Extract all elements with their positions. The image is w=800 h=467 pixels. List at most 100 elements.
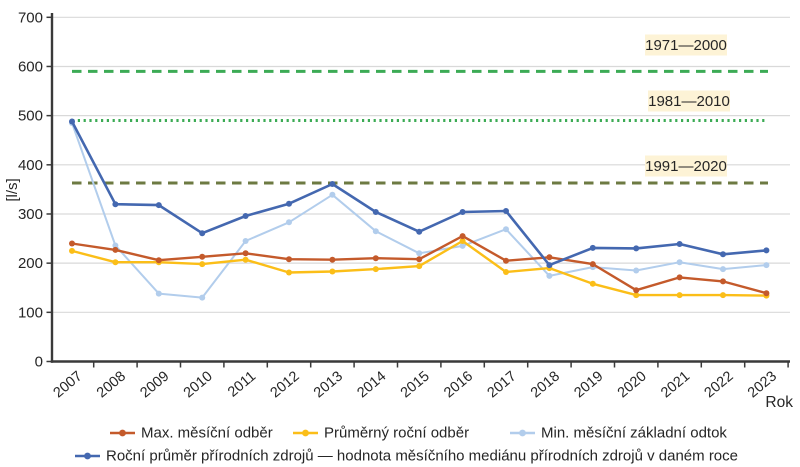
data-point-min-mesicni-zakladni-odtok: [546, 272, 553, 279]
data-point-max-mesicni-odber: [372, 255, 379, 262]
data-point-prumerny-rocni-odber: [329, 268, 336, 275]
data-point-rocni-prumer-prirodnich-zdroju: [589, 244, 596, 251]
data-point-max-mesicni-odber: [763, 290, 770, 297]
y-tick-label: 500: [18, 108, 43, 125]
data-point-prumerny-rocni-odber: [199, 261, 206, 268]
data-point-prumerny-rocni-odber: [459, 238, 466, 244]
legend-label: Min. měsíční základní odtok: [541, 425, 727, 442]
x-tick-label: 2020: [615, 368, 650, 401]
ref-1981-2010-label-bg: [648, 90, 730, 112]
series-line-rocni-prumer-prirodnich-zdroju: [70, 120, 767, 267]
y-tick-label: 200: [18, 255, 43, 272]
series-rocni-prumer-prirodnich-zdroju: [69, 118, 770, 269]
y-tick-label: 300: [18, 206, 43, 223]
data-point-prumerny-rocni-odber: [286, 269, 292, 276]
axes: [46, 13, 790, 368]
data-point-min-mesicni-zakladni-odtok: [676, 259, 683, 266]
series-min-mesicni-zakladni-odtok: [69, 120, 770, 301]
x-tick-label: 2009: [137, 368, 172, 401]
data-point-min-mesicni-zakladni-odtok: [329, 191, 336, 198]
series-prumerny-rocni-odber: [69, 238, 770, 299]
data-point-max-mesicni-odber: [633, 287, 640, 294]
ref-1981-2010-label: 1981—2010: [648, 93, 730, 110]
data-point-max-mesicni-odber: [589, 261, 596, 268]
y-tick-label: 700: [18, 9, 43, 26]
data-point-prumerny-rocni-odber: [633, 292, 640, 299]
x-tick-label: 2012: [268, 368, 303, 401]
data-point-prumerny-rocni-odber: [112, 259, 119, 266]
x-tick-label: 2008: [94, 368, 129, 401]
ref-1971-2000-label-bg: [645, 34, 727, 56]
y-axis-title: [l/s]: [4, 178, 21, 201]
data-point-min-mesicni-zakladni-odtok: [372, 228, 379, 235]
x-tick-label: 2017: [485, 368, 520, 401]
legend-marker: [302, 429, 309, 437]
data-point-rocni-prumer-prirodnich-zdroju: [286, 200, 292, 207]
x-tick-label: 2018: [528, 368, 563, 401]
data-point-rocni-prumer-prirodnich-zdroju: [242, 213, 249, 219]
legend-label: Roční průměr přírodních zdrojů — hodnota…: [106, 448, 738, 465]
data-point-max-mesicni-odber: [676, 274, 683, 281]
legend-item-min-mesicni-zakladni-odtok: Min. měsíční základní odtok: [510, 425, 727, 442]
data-point-rocni-prumer-prirodnich-zdroju: [503, 208, 509, 214]
data-point-rocni-prumer-prirodnich-zdroju: [69, 118, 75, 125]
data-point-max-mesicni-odber: [199, 253, 206, 260]
y-tick-label: 600: [18, 58, 43, 75]
data-point-min-mesicni-zakladni-odtok: [633, 267, 640, 274]
reference-lines: 1971—2000 1981—2010 1991—2020: [72, 34, 768, 185]
legend-label: Max. měsíční odběr: [141, 425, 273, 442]
data-point-max-mesicni-odber: [503, 257, 509, 264]
data-point-max-mesicni-odber: [112, 246, 119, 253]
data-point-rocni-prumer-prirodnich-zdroju: [459, 209, 466, 215]
data-point-rocni-prumer-prirodnich-zdroju: [416, 228, 423, 235]
legend-marker: [119, 429, 126, 437]
data-point-max-mesicni-odber: [720, 278, 726, 285]
ref-1991-2020-label-bg: [645, 155, 727, 177]
data-point-rocni-prumer-prirodnich-zdroju: [112, 201, 119, 208]
legend-item-max-mesicni-odber: Max. měsíční odběr: [110, 425, 273, 442]
data-point-rocni-prumer-prirodnich-zdroju: [633, 245, 640, 252]
data-point-prumerny-rocni-odber: [503, 269, 509, 275]
legend-item-rocni-prumer-prirodnich-zdroju: Roční průměr přírodních zdrojů — hodnota…: [75, 448, 738, 465]
series-line-min-mesicni-zakladni-odtok: [71, 122, 767, 299]
data-point-min-mesicni-zakladni-odtok: [112, 242, 119, 249]
x-tick-label: 2007: [51, 368, 86, 401]
data-point-rocni-prumer-prirodnich-zdroju: [720, 251, 726, 258]
data-point-max-mesicni-odber: [546, 254, 553, 261]
y-tick-label: 400: [18, 157, 43, 174]
ref-1971-2000-label: 1971—2000: [645, 37, 727, 54]
data-point-max-mesicni-odber: [242, 250, 249, 257]
x-tick-label: 2013: [311, 368, 346, 401]
legend-label: Průměrný roční odběr: [324, 425, 469, 442]
x-tick-label: 2015: [398, 368, 433, 401]
data-point-min-mesicni-zakladni-odtok: [763, 262, 770, 269]
data-point-prumerny-rocni-odber: [589, 280, 596, 287]
x-tick-label: 2014: [354, 368, 389, 401]
data-point-rocni-prumer-prirodnich-zdroju: [372, 209, 379, 215]
series-max-mesicni-odber: [69, 233, 770, 297]
legend-marker: [519, 429, 526, 437]
data-point-min-mesicni-zakladni-odtok: [503, 226, 509, 233]
data-point-max-mesicni-odber: [416, 256, 423, 263]
legend-item-prumerny-rocni-odber: Průměrný roční odběr: [293, 425, 469, 442]
legend-marker: [84, 452, 91, 460]
data-point-rocni-prumer-prirodnich-zdroju: [546, 262, 553, 269]
x-tick-label: 2022: [702, 368, 737, 401]
data-point-prumerny-rocni-odber: [372, 266, 379, 273]
y-tick-label: 100: [18, 304, 43, 321]
data-point-prumerny-rocni-odber: [416, 263, 423, 270]
y-tick-labels: 0 100 200 300 400 500 600 700: [18, 9, 43, 370]
data-point-rocni-prumer-prirodnich-zdroju: [155, 202, 162, 209]
x-axis-title: Rok: [765, 394, 793, 411]
data-point-rocni-prumer-prirodnich-zdroju: [199, 230, 206, 237]
data-point-prumerny-rocni-odber: [242, 256, 249, 263]
data-point-max-mesicni-odber: [459, 233, 466, 240]
x-tick-label: 2010: [181, 368, 216, 401]
data-point-min-mesicni-zakladni-odtok: [155, 290, 162, 297]
data-point-max-mesicni-odber: [286, 256, 292, 263]
data-point-min-mesicni-zakladni-odtok: [199, 294, 206, 301]
data-point-max-mesicni-odber: [69, 240, 75, 247]
data-point-prumerny-rocni-odber: [69, 247, 75, 254]
